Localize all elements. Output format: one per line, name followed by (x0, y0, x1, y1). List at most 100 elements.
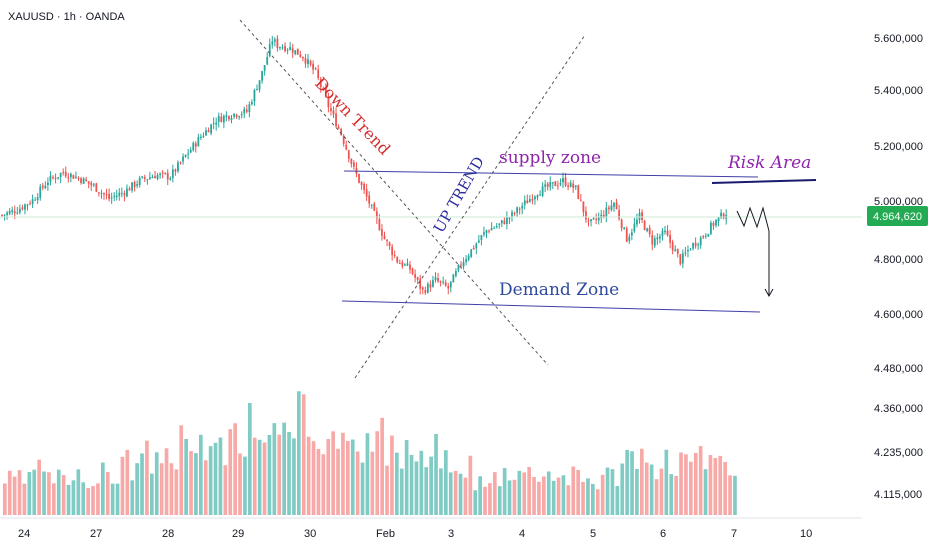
volume-bar (213, 442, 218, 515)
candle-body (44, 185, 47, 189)
volume-bar (566, 485, 571, 515)
volume-bar (238, 453, 242, 515)
candle-body (485, 230, 488, 233)
candle-body (679, 254, 682, 264)
volume-bar (7, 470, 12, 515)
candle-body (207, 130, 210, 133)
candle-body (707, 233, 710, 237)
candle-body (378, 219, 381, 231)
volume-bar (537, 481, 541, 515)
candle-body (449, 281, 452, 288)
volume-bar (277, 434, 282, 515)
candle-body (391, 246, 394, 256)
candle-body (597, 217, 600, 221)
candle-body (47, 182, 49, 186)
candle-body (85, 179, 88, 182)
candle-body (324, 87, 327, 97)
candle-body (480, 235, 483, 241)
candle-body (615, 202, 618, 210)
candle-body (317, 69, 320, 79)
volume-bar (674, 475, 678, 515)
volume-bar (145, 440, 149, 515)
candle-body (353, 162, 355, 167)
x-tick-label: 7 (731, 528, 737, 540)
volume-bar (203, 460, 208, 515)
candle-body (363, 184, 365, 190)
candle-body (625, 228, 628, 242)
candle-body (383, 235, 386, 239)
volume-bar (56, 469, 61, 515)
candle-body (585, 211, 587, 220)
volume-bar (252, 437, 257, 515)
volume-bar (375, 431, 380, 515)
down-trend-line (239, 19, 549, 366)
candle-body (174, 169, 177, 172)
candle-body (406, 263, 409, 266)
candle-body (21, 207, 24, 210)
risk-area-label: Risk Area (727, 153, 811, 173)
candle-body (365, 189, 368, 197)
candle-body (179, 162, 182, 164)
time-axis[interactable]: 24 27 28 29 30 Feb 3 4 5 6 7 10 (18, 528, 812, 540)
candle-body (426, 283, 429, 293)
candle-body (544, 184, 547, 187)
price-axis[interactable]: 5.600,000 5.400,000 5.200,000 5.000,000 … (867, 33, 928, 501)
candle-body (1, 215, 3, 217)
x-tick-label: 29 (232, 528, 244, 540)
volume-bar (434, 433, 438, 515)
candle-body (508, 217, 511, 219)
candle-body (470, 249, 473, 257)
volume-bar (125, 449, 130, 515)
candle-body (720, 212, 722, 218)
candle-body (187, 153, 190, 155)
candle-body (577, 185, 580, 199)
candle-body (6, 212, 8, 215)
candle-body (3, 214, 6, 216)
volume-bar (287, 431, 291, 515)
candle-body (595, 218, 598, 220)
candle-body (39, 186, 42, 198)
candle-body (342, 135, 345, 144)
volume-bar (703, 469, 708, 515)
candle-body (202, 135, 205, 137)
candle-body (676, 248, 679, 254)
candle-body (646, 228, 649, 232)
y-tick-label: 4.115,000 (874, 489, 922, 501)
volume-bar (370, 451, 375, 515)
candle-body (154, 176, 156, 179)
volume-bar (243, 456, 247, 515)
volume-bar (3, 483, 7, 515)
candle-body (322, 88, 325, 90)
volume-bar (517, 470, 522, 515)
candle-body (370, 204, 373, 206)
candle-body (215, 122, 218, 125)
volume-bar (12, 476, 17, 515)
candle-body (393, 255, 396, 257)
volume-bar (698, 446, 703, 515)
candle-body (630, 232, 633, 236)
volume-bar (439, 468, 443, 515)
candle-body (8, 211, 11, 214)
candle-body (636, 219, 638, 225)
candle-body (286, 49, 289, 51)
candle-body (128, 188, 131, 191)
candle-body (516, 207, 518, 213)
candle-body (401, 262, 404, 267)
candle-body (381, 229, 383, 236)
candle-body (643, 220, 646, 231)
volume-bar (600, 474, 605, 515)
candle-body (222, 116, 225, 123)
candle-body (256, 89, 258, 91)
candle-body (360, 182, 363, 186)
volume-bar (159, 463, 164, 515)
volume-bar (248, 403, 252, 515)
candle-body (217, 116, 220, 122)
candle-body (465, 259, 467, 262)
candle-body (518, 208, 521, 210)
volume-bar (497, 486, 502, 515)
candle-body (564, 177, 567, 186)
candle-body (674, 249, 677, 252)
candle-body (123, 193, 126, 196)
last-price-badge (867, 206, 928, 226)
